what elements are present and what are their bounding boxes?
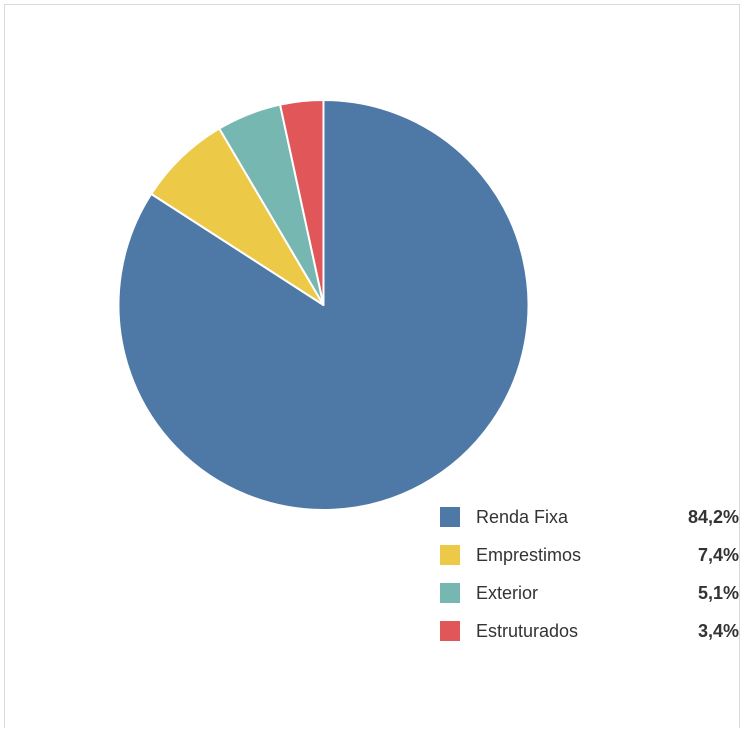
legend-item-renda-fixa: Renda Fixa 84,2% [440,498,740,536]
legend-swatch-exterior [440,583,460,603]
legend: Renda Fixa 84,2% Emprestimos 7,4% Exteri… [440,498,740,650]
legend-value-renda-fixa: 84,2% [687,506,739,527]
legend-item-exterior: Exterior 5,1% [440,574,740,612]
legend-swatch-emprestimos [440,545,460,565]
legend-value-estruturados: 3,4% [697,620,739,641]
legend-swatch-estruturados [440,621,460,641]
legend-value-exterior: 5,1% [697,582,739,603]
legend-item-emprestimos: Emprestimos 7,4% [440,536,740,574]
legend-item-estruturados: Estruturados 3,4% [440,612,740,650]
pie-slice-estruturados [279,99,325,306]
legend-swatch-renda-fixa [440,507,460,527]
chart-frame [4,4,740,728]
legend-value-emprestimos: 7,4% [697,544,739,565]
legend-label-renda-fixa: Renda Fixa [476,506,569,527]
legend-label-estruturados: Estruturados [476,620,579,641]
legend-label-emprestimos: Emprestimos [476,544,582,565]
legend-label-exterior: Exterior [476,582,539,603]
